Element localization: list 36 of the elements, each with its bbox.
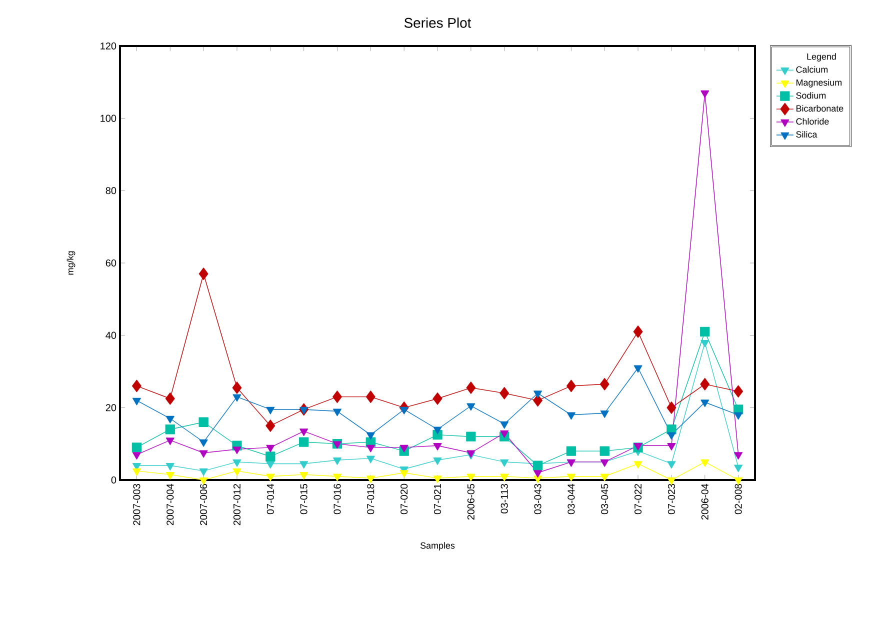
x-tick-label: 02-008 — [734, 484, 742, 514]
x-tick-label: 03-113 — [500, 484, 508, 514]
legend-label: Silica — [796, 131, 818, 138]
legend-title: Legend — [807, 53, 836, 62]
legend-label: Sodium — [796, 92, 826, 99]
legend-label: Bicarbonate — [796, 105, 844, 112]
y-tick-label: 20 — [106, 404, 116, 412]
x-tick-label: 2007-012 — [233, 484, 240, 526]
x-tick-label: 07-018 — [367, 484, 374, 514]
x-tick-label: 2006-04 — [701, 484, 708, 520]
x-tick-label: 2007-006 — [200, 484, 208, 526]
x-tick-label: 2006-05 — [467, 484, 474, 520]
legend-label: Chloride — [796, 118, 829, 125]
x-tick-label: 07-023 — [668, 484, 675, 514]
y-tick-label: 100 — [100, 114, 116, 122]
x-tick-label: 07-015 — [300, 484, 308, 514]
legend-label: Calcium — [796, 66, 828, 73]
x-tick-label: 03-043 — [534, 484, 542, 514]
x-tick-label: 07-022 — [634, 484, 642, 514]
y-tick-label: 40 — [106, 332, 116, 339]
x-tick-label: 03-045 — [601, 484, 608, 514]
x-tick-label: 07-021 — [434, 484, 442, 514]
x-tick-label: 07-014 — [266, 484, 274, 514]
y-axis-title: mg/kg — [66, 251, 76, 275]
y-tick-label: 0 — [111, 476, 116, 484]
y-tick-label: 120 — [100, 42, 116, 50]
chart-title: Series Plot — [404, 18, 472, 28]
x-tick-label: 07-016 — [334, 484, 341, 514]
x-tick-label: 03-044 — [568, 484, 575, 514]
y-tick-label: 60 — [106, 259, 116, 267]
x-tick-label: 2007-004 — [166, 484, 174, 526]
legend-label: Magnesium — [796, 79, 842, 88]
x-tick-label: 2007-003 — [133, 484, 140, 526]
x-axis-title: Samples — [420, 542, 455, 550]
x-tick-label: 07-020 — [400, 484, 408, 514]
y-tick-label: 80 — [106, 187, 116, 194]
